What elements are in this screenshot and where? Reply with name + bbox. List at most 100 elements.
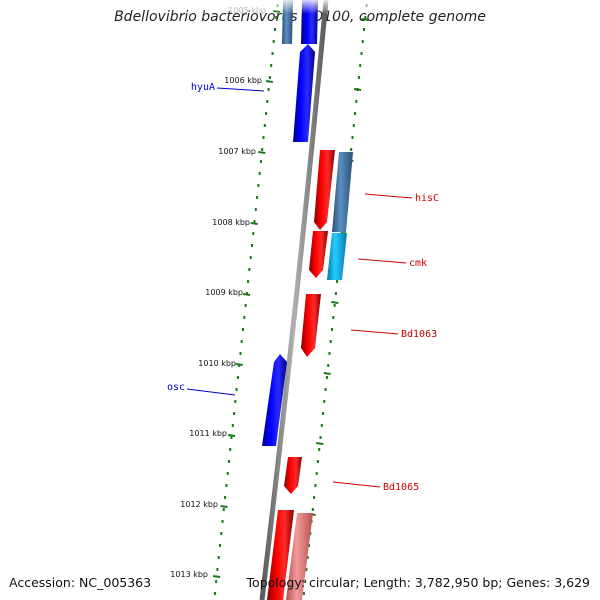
ruler-dot [222, 508, 225, 511]
ruler-dot [271, 52, 274, 55]
leader-line-cmk [357, 258, 407, 264]
ruler-dot [248, 268, 251, 271]
ruler-dot [308, 544, 310, 547]
ruler-dot [316, 460, 319, 463]
ruler-dot [323, 400, 326, 403]
genome-stats: Topology: circular; Length: 3,782,950 bp; … [246, 575, 590, 590]
genome-backbone [259, 0, 329, 600]
gene-label-Bd1063: Bd1063 [401, 329, 437, 340]
ruler-dot [325, 376, 328, 379]
ruler-major-tick [250, 222, 258, 225]
gene-label-osc: osc [167, 382, 185, 393]
ruler-major-tick [212, 575, 221, 578]
ruler-label: 1008 kbp [212, 218, 250, 227]
ruler-dot [359, 64, 362, 67]
ruler-dot [328, 352, 331, 355]
gene-hisC-red [314, 150, 335, 230]
gene-label-lines [186, 87, 413, 488]
ruler-dot [322, 412, 325, 415]
leader-line-Bd1065 [332, 481, 381, 488]
ruler-dot [251, 244, 253, 247]
ruler-dot [302, 592, 305, 595]
ruler-label: 1007 kbp [218, 147, 256, 156]
gene-cmk-red [309, 231, 328, 278]
gene-hyuA [293, 44, 315, 142]
length-value: 3,782,950 bp [414, 575, 499, 590]
gene-bottom-red [267, 510, 294, 600]
ruler-label: 1009 kbp [205, 288, 243, 297]
ruler-dot [333, 304, 336, 307]
gene-features [262, 0, 353, 600]
gene-label-cmk: cmk [409, 258, 427, 269]
ruler-dot [324, 388, 327, 391]
ruler-dot [306, 556, 309, 559]
ruler-major-tick [258, 151, 266, 154]
ruler-dot [213, 592, 216, 595]
topology-value: circular [309, 575, 356, 590]
gene-osc [262, 354, 287, 446]
leader-line-osc [186, 388, 236, 396]
ruler-dot [332, 316, 335, 319]
ruler-dot [304, 580, 307, 583]
left-ruler [212, 4, 281, 595]
ruler-dot [235, 388, 238, 391]
ruler-dot [357, 76, 360, 79]
ruler-major-tick [220, 505, 228, 508]
ruler-dot [254, 208, 257, 211]
ruler-labels: 1005 kbp 1006 kbp 1007 kbp 1008 kbp 1009… [170, 6, 266, 579]
gene-Bd1063 [301, 294, 321, 357]
ruler-dot [327, 364, 330, 367]
ruler-dot [318, 448, 321, 451]
ruler-dot [249, 256, 252, 259]
ruler-dot [224, 496, 227, 499]
gene-label-hyuA: hyuA [191, 82, 215, 93]
ruler-dot [270, 64, 273, 67]
ruler-dot [363, 28, 365, 31]
ruler-major-tick [361, 18, 369, 21]
gene-Bd1065 [284, 457, 302, 494]
gene-label-Bd1065: Bd1065 [383, 482, 419, 493]
ruler-dot [266, 100, 269, 103]
ruler-dot [219, 544, 221, 547]
ruler-dot [361, 40, 364, 43]
ruler-dot [234, 400, 237, 403]
gene-label-hisC: hisC [415, 193, 439, 204]
ruler-dot [360, 52, 363, 55]
ruler-major-tick [353, 88, 362, 91]
ruler-label: 1010 kbp [198, 359, 236, 368]
ruler-dot [221, 520, 224, 523]
ruler-dot [215, 580, 218, 583]
ruler-dot [220, 532, 223, 535]
ruler-dot [239, 352, 242, 355]
ruler-major-tick [323, 372, 331, 375]
accession-value: NC_005363 [79, 575, 152, 590]
ruler-label: 1012 kbp [180, 500, 218, 509]
ruler-dot [268, 76, 271, 79]
ruler-major-tick [242, 293, 251, 296]
ruler-label: 1006 kbp [224, 76, 262, 85]
ruler-dot [262, 136, 265, 139]
ruler-dot [233, 412, 236, 415]
ruler-dot [247, 280, 250, 283]
ruler-dot [243, 316, 246, 319]
ruler-dot [313, 496, 316, 499]
ruler-dot [274, 28, 276, 31]
topology-label: Topology: [246, 575, 306, 590]
ruler-dot [231, 424, 234, 427]
ruler-dot [319, 436, 322, 439]
ruler-dot [263, 124, 266, 127]
ruler-dot [236, 376, 239, 379]
ruler-dot [364, 16, 367, 19]
ruler-label: 1011 kbp [189, 429, 227, 438]
length-label: Length: [363, 575, 411, 590]
ruler-dot [315, 472, 318, 475]
ruler-dot [256, 196, 259, 199]
ruler-dot [252, 232, 255, 235]
ruler-dot [261, 148, 264, 151]
ruler-major-tick [235, 363, 243, 366]
ruler-dot [257, 184, 260, 187]
ruler-dot [230, 436, 233, 439]
ruler-dot [350, 148, 353, 151]
ruler-dot [275, 16, 278, 19]
